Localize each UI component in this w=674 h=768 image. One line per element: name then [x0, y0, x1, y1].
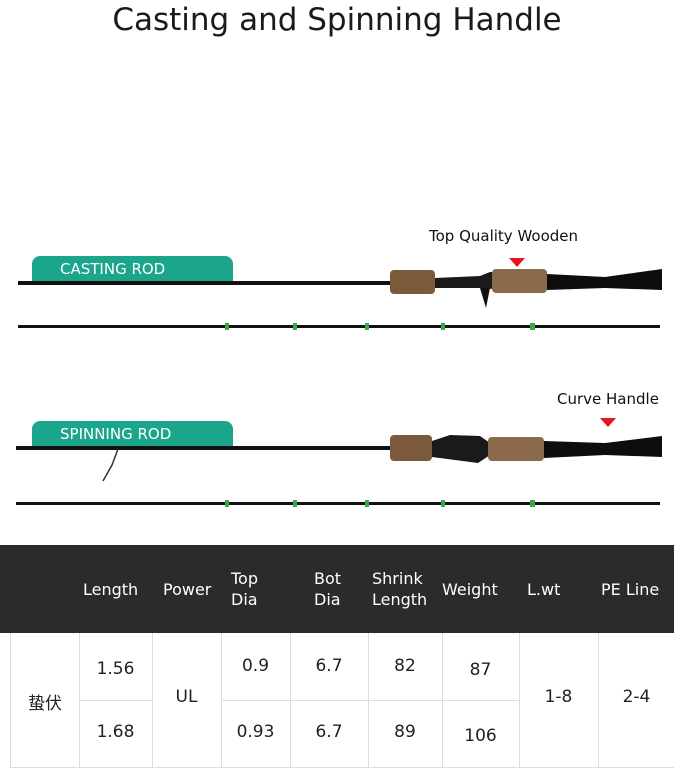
casting-rod-tag: CASTING ROD	[32, 256, 233, 282]
pe-line-cell: 2-4	[622, 687, 651, 707]
spinning-rod-image	[16, 435, 662, 507]
model-cell: 蛰伏	[28, 694, 62, 714]
length-cell: 1.68	[96, 722, 135, 742]
page-title: Casting and Spinning Handle	[112, 2, 562, 38]
spinning-note: Curve Handle	[557, 390, 659, 408]
shrink-cell: 89	[394, 722, 416, 742]
table-body: 蛰伏 UL 1-8 2-4 1.56 0.9 6.7 82 87 1.68 0.…	[10, 633, 674, 768]
header-top-dia: Top Dia	[231, 569, 258, 609]
top-dia-cell: 0.93	[236, 722, 275, 742]
casting-rod-image	[18, 269, 662, 330]
marker-arrow-icon	[600, 418, 616, 427]
weight-cell: 87	[469, 660, 492, 680]
length-cell: 1.56	[96, 659, 135, 679]
header-length: Length	[83, 579, 139, 599]
header-lwt: L.wt	[527, 579, 561, 599]
marker-arrow-icon	[509, 258, 525, 267]
header-shrink-length: Shrink Length	[372, 569, 428, 609]
casting-note: Top Quality Wooden	[429, 227, 579, 245]
header-bot-dia: Bot Dia	[314, 569, 342, 609]
table-header: Length Power Top Dia Bot Dia Shrink Leng…	[0, 545, 674, 633]
lwt-cell: 1-8	[544, 687, 573, 707]
bot-dia-cell: 6.7	[315, 722, 343, 742]
header-power: Power	[163, 579, 212, 599]
shrink-cell: 82	[394, 656, 416, 676]
spinning-rod-tag: SPINNING ROD	[32, 421, 233, 447]
power-cell: UL	[175, 687, 198, 707]
top-dia-cell: 0.9	[241, 656, 270, 676]
weight-cell: 106	[464, 726, 497, 746]
bot-dia-cell: 6.7	[315, 656, 343, 676]
header-weight: Weight	[442, 579, 498, 599]
header-pe-line: PE Line	[601, 579, 660, 599]
